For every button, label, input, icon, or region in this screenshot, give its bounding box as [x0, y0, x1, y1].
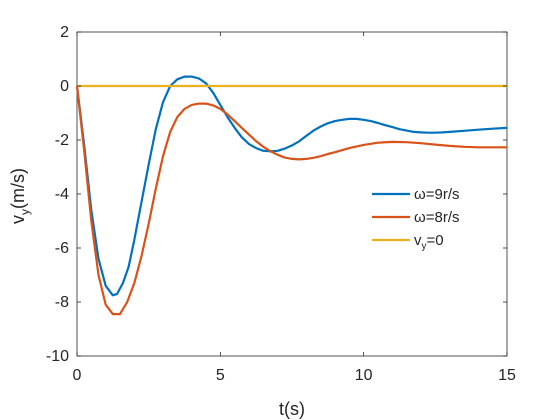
x-tick-label: 5	[216, 367, 225, 384]
x-axis-label: t(s)	[279, 399, 305, 419]
legend: ω=9r/s ω=8r/s vy=0	[372, 186, 459, 252]
legend-label: ω=9r/s	[414, 186, 459, 203]
y-tick-label: -10	[46, 348, 69, 365]
y-tick-label: -6	[55, 240, 69, 257]
legend-entry: ω=8r/s	[372, 209, 459, 226]
y-axis-label: vy(m/s)	[8, 168, 32, 224]
legend-entry: ω=9r/s	[372, 186, 459, 203]
series-layer	[75, 75, 508, 316]
y-tick-label: -4	[55, 186, 69, 203]
x-tick-label: 10	[355, 367, 373, 384]
y-tick-label: -2	[55, 132, 69, 149]
y-tick-label: 0	[60, 78, 69, 95]
y-tick-label: -8	[55, 294, 69, 311]
legend-label: vy=0	[414, 232, 444, 252]
series-line-1	[75, 85, 507, 316]
series-line-0	[75, 75, 508, 297]
x-tick-label: 15	[498, 367, 516, 384]
x-tick-label: 0	[73, 367, 82, 384]
legend-entry: vy=0	[372, 232, 444, 252]
y-tick-label: 2	[60, 24, 69, 41]
legend-label: ω=8r/s	[414, 209, 459, 226]
